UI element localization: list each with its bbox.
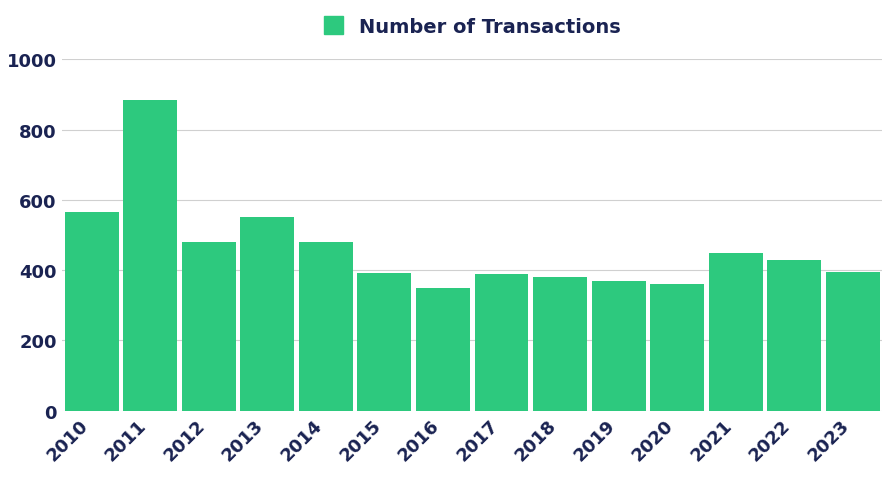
Bar <box>241 218 294 411</box>
Bar <box>357 273 412 411</box>
Bar <box>475 274 528 411</box>
Bar <box>767 260 822 411</box>
Bar <box>182 242 236 411</box>
Bar <box>533 278 587 411</box>
Bar <box>65 212 119 411</box>
Legend: Number of Transactions: Number of Transactions <box>323 17 621 37</box>
Bar <box>592 281 646 411</box>
Bar <box>708 254 763 411</box>
Bar <box>416 288 470 411</box>
Bar <box>123 100 177 411</box>
Bar <box>826 272 879 411</box>
Bar <box>298 242 353 411</box>
Bar <box>650 285 704 411</box>
